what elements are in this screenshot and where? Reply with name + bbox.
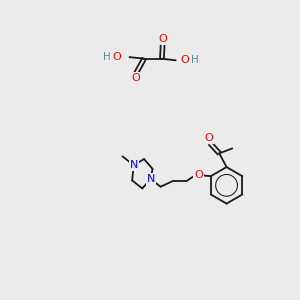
Text: O: O <box>205 133 213 143</box>
Text: H: H <box>191 55 199 65</box>
Text: O: O <box>132 73 140 83</box>
Text: H: H <box>103 52 110 62</box>
Text: O: O <box>180 55 189 65</box>
Text: N: N <box>147 174 155 184</box>
Text: O: O <box>158 34 167 44</box>
Text: N: N <box>130 160 138 170</box>
Text: O: O <box>194 170 203 180</box>
Text: O: O <box>112 52 121 62</box>
